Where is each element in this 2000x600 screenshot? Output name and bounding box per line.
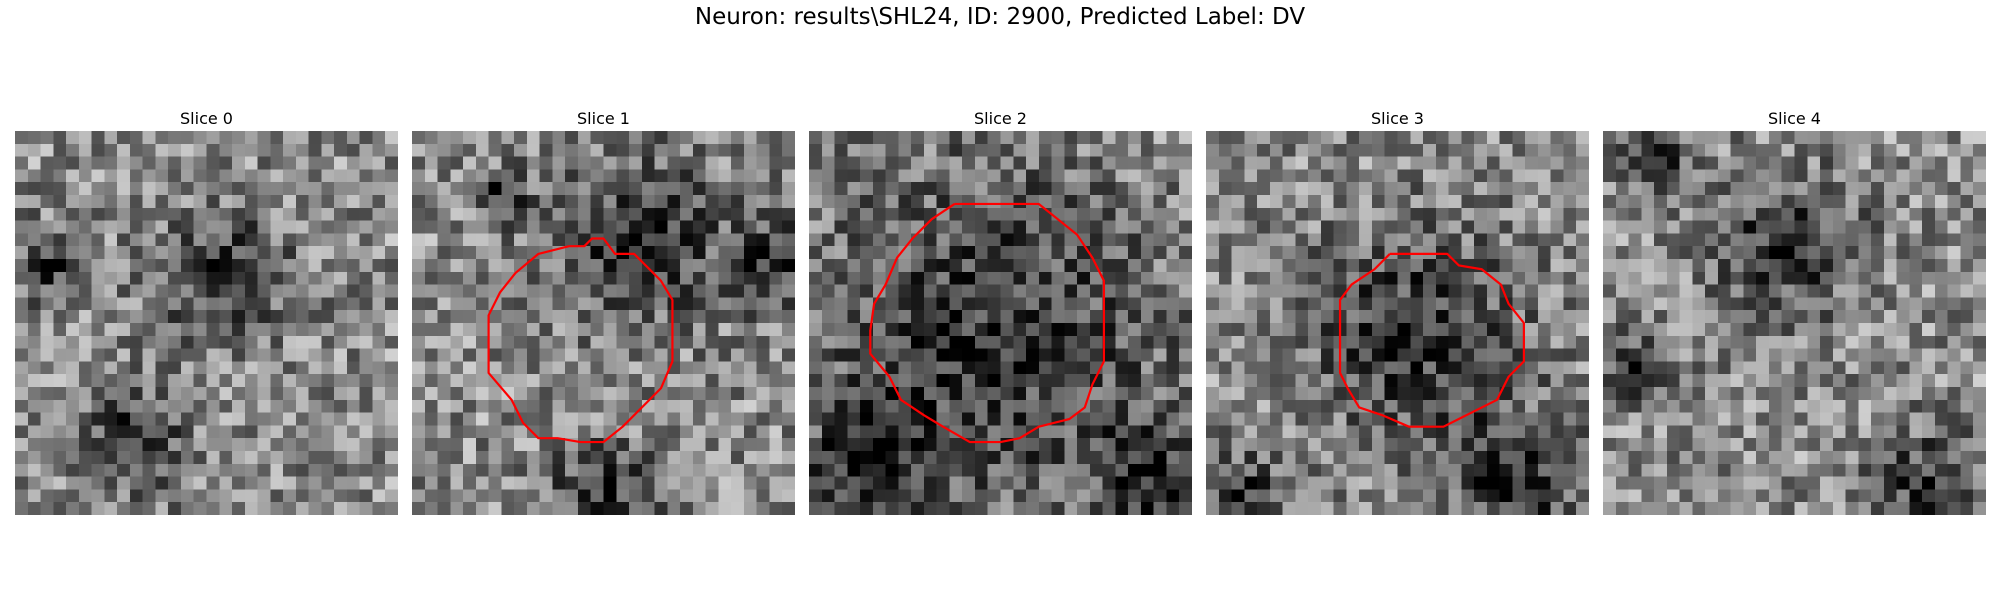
slice-image (1206, 131, 1589, 515)
slice-panel-0: Slice 0 (15, 107, 398, 515)
slice-title: Slice 3 (1371, 109, 1424, 128)
slice-panel-4: Slice 4 (1603, 107, 1986, 515)
slice-panel-2: Slice 2 (809, 107, 1192, 515)
slice-title: Slice 4 (1768, 109, 1821, 128)
slice-title: Slice 0 (180, 109, 233, 128)
slice-panel-3: Slice 3 (1206, 107, 1589, 515)
slice-panel-1: Slice 1 (412, 107, 795, 515)
slice-title: Slice 1 (577, 109, 630, 128)
slice-image (1603, 131, 1986, 515)
figure-title: Neuron: results\SHL24, ID: 2900, Predict… (694, 4, 1306, 30)
roi-contour (870, 204, 1104, 442)
slice-image (15, 131, 398, 515)
roi-contour (489, 239, 673, 443)
slice-image (809, 131, 1192, 515)
roi-contour (1340, 254, 1524, 427)
slice-image (412, 131, 795, 515)
slice-title: Slice 2 (974, 109, 1027, 128)
